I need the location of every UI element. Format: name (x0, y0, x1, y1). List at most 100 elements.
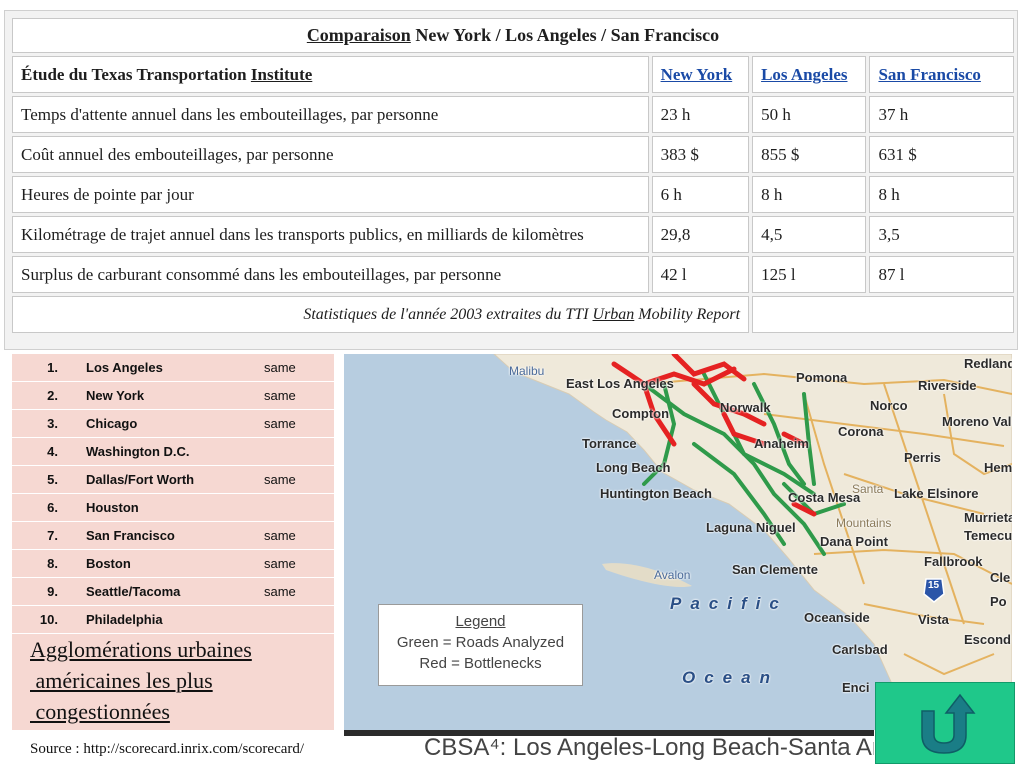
city-link-new-york[interactable]: New York (660, 64, 733, 84)
place-label: Perris (904, 450, 941, 465)
place-label: Po (990, 594, 1007, 609)
rank-number: 5. (12, 465, 74, 494)
bottlenecks (611, 354, 817, 517)
place-label: Redlands (964, 356, 1012, 371)
table-row: Heures de pointe par jour 6 h 8 h 8 h (12, 176, 1014, 213)
rank-number: 8. (12, 549, 74, 578)
value-san-francisco: 37 h (869, 96, 1014, 133)
place-label: Ocean (682, 668, 779, 687)
place-label: Oceanside (804, 610, 870, 625)
rank-status (258, 493, 334, 522)
rank-city: Seattle/Tacoma (74, 577, 258, 606)
comparison-table: Comparaison New York / Los Angeles / San… (9, 15, 1017, 336)
list-item: 3. Chicago same (12, 409, 334, 438)
value-san-francisco: 8 h (869, 176, 1014, 213)
city-header-new-york[interactable]: New York (651, 56, 750, 93)
caption-line: américaines les plus (30, 668, 213, 693)
rank-status: same (258, 577, 334, 606)
rank-number: 9. (12, 577, 74, 606)
value-san-francisco: 87 l (869, 256, 1014, 293)
rank-city: Los Angeles (74, 354, 258, 382)
list-item: 2. New York same (12, 381, 334, 410)
rank-city: Houston (74, 493, 258, 522)
rank-status: same (258, 521, 334, 550)
place-label: Escond (964, 632, 1011, 647)
rank-status: same (258, 409, 334, 438)
rank-city: New York (74, 381, 258, 410)
city-link-san-francisco[interactable]: San Francisco (878, 64, 981, 84)
u-turn-arrow-icon (921, 693, 976, 754)
row-label: Surplus de carburant consommé dans les e… (12, 256, 649, 293)
table-row: Coût annuel des embouteillages, par pers… (12, 136, 1014, 173)
place-label: Malibu (509, 364, 545, 378)
rank-city: Washington D.C. (74, 437, 258, 466)
value-los-angeles: 855 $ (752, 136, 867, 173)
row-label: Heures de pointe par jour (12, 176, 649, 213)
congestion-map: Malibu East Los Angeles Pomona Redlands … (344, 354, 1012, 730)
place-label: Anaheim (754, 436, 809, 451)
city-header-san-francisco[interactable]: San Francisco (869, 56, 1014, 93)
minor-roads (643, 372, 1012, 676)
place-label: Santa (852, 482, 884, 496)
value-san-francisco: 631 $ (869, 136, 1014, 173)
legend-red: Red = Bottlenecks (419, 655, 542, 672)
rank-number: 3. (12, 409, 74, 438)
interstate-label: 15 (928, 580, 940, 591)
rank-status: same (258, 549, 334, 578)
place-label: Long Beach (596, 460, 671, 475)
place-label: Compton (612, 406, 670, 421)
place-label: Dana Point (820, 534, 888, 549)
city-link-los-angeles[interactable]: Los Angeles (761, 64, 848, 84)
place-label: Lake Elsinore (894, 486, 979, 501)
list-item: 10. Philadelphia (12, 605, 334, 634)
place-label: Enci (842, 680, 870, 695)
place-label: Riverside (918, 378, 977, 393)
rank-status (258, 605, 334, 634)
back-button[interactable] (875, 682, 1015, 764)
comparison-title: Comparaison New York / Los Angeles / San… (12, 18, 1014, 53)
rank-number: 10. (12, 605, 74, 634)
value-los-angeles: 125 l (752, 256, 867, 293)
place-label: Murrieta (964, 510, 1012, 525)
ranking-list: 1. Los Angeles same 2. New York same 3. Chica… (12, 354, 334, 634)
caption-line: Agglomérations urbaines (30, 637, 252, 662)
rank-status: same (258, 354, 334, 382)
place-label: Vista (918, 612, 949, 627)
rank-status: same (258, 381, 334, 410)
value-new-york: 6 h (651, 176, 750, 213)
place-label: Fallbrook (924, 554, 983, 569)
rank-city: Philadelphia (74, 605, 258, 634)
rank-number: 4. (12, 437, 74, 466)
place-label: Laguna Niguel (706, 520, 796, 535)
city-header-los-angeles[interactable]: Los Angeles (752, 56, 867, 93)
value-new-york: 29,8 (651, 216, 750, 253)
ranking-panel: 1. Los Angeles same 2. New York same 3. Chica… (12, 354, 334, 730)
map-legend: Legend Green = Roads Analyzed Red = Bott… (378, 604, 583, 686)
list-item: 1. Los Angeles same (12, 354, 334, 382)
value-new-york: 383 $ (651, 136, 750, 173)
legend-green: Green = Roads Analyzed (396, 634, 565, 651)
value-los-angeles: 50 h (752, 96, 867, 133)
place-label: Huntington Beach (600, 486, 712, 501)
place-label: Pacific (670, 594, 788, 613)
rank-number: 2. (12, 381, 74, 410)
table-row: Kilométrage de trajet annuel dans les tr… (12, 216, 1014, 253)
island (602, 563, 692, 588)
source-note: Statistiques de l'année 2003 extraites d… (12, 296, 750, 333)
list-item: 7. San Francisco same (12, 521, 334, 550)
list-item: 4. Washington D.C. (12, 437, 334, 466)
comparison-panel: Comparaison New York / Los Angeles / San… (4, 10, 1018, 350)
rank-city: Boston (74, 549, 258, 578)
value-new-york: 42 l (651, 256, 750, 293)
place-label: Avalon (654, 568, 691, 582)
rank-number: 6. (12, 493, 74, 522)
empty-cell (752, 296, 1014, 333)
value-los-angeles: 4,5 (752, 216, 867, 253)
place-label: Hem (984, 460, 1012, 475)
study-header: Étude du Texas Transportation Institute (12, 56, 649, 93)
rank-number: 7. (12, 521, 74, 550)
rank-status (258, 437, 334, 466)
place-label: Norwalk (720, 400, 771, 415)
caption-bar (344, 730, 874, 736)
legend-title: Legend (455, 613, 506, 630)
